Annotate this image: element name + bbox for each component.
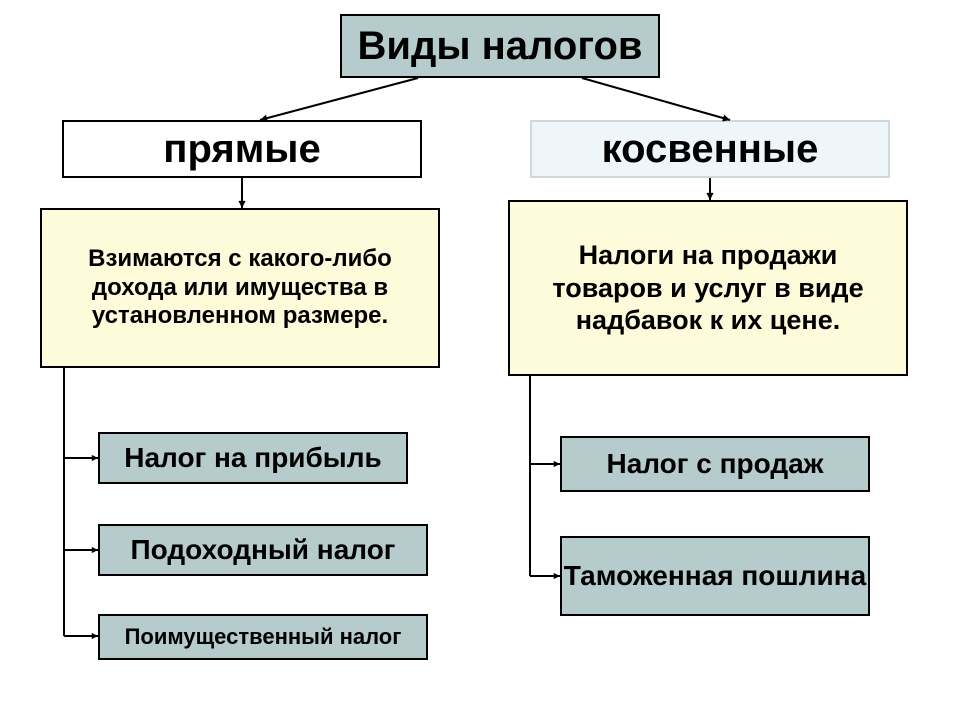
left-header-text: прямые <box>163 125 320 173</box>
right-item-0-text: Налог с продаж <box>606 447 823 481</box>
left-desc-text: Взимаются с какого-либо дохода или имуще… <box>42 237 438 339</box>
right-desc-text: Налоги на продажи товаров и услуг в виде… <box>510 231 906 344</box>
left-item-2: Поимущественный налог <box>98 614 428 660</box>
left-item-2-text: Поимущественный налог <box>125 624 402 650</box>
right-header-text: косвенные <box>602 125 819 173</box>
left-item-0: Налог на прибыль <box>98 432 408 484</box>
title-text: Виды налогов <box>357 22 642 70</box>
right-header-box: косвенные <box>530 120 890 178</box>
title-box: Виды налогов <box>340 14 660 78</box>
right-desc-box: Налоги на продажи товаров и услуг в виде… <box>508 200 908 376</box>
left-desc-box: Взимаются с какого-либо дохода или имуще… <box>40 208 440 368</box>
left-item-1: Подоходный налог <box>98 524 428 576</box>
left-item-0-text: Налог на прибыль <box>124 441 381 475</box>
right-item-1-text: Таможенная пошлина <box>564 559 866 593</box>
left-item-1-text: Подоходный налог <box>131 533 396 567</box>
right-item-1: Таможенная пошлина <box>560 536 870 616</box>
left-header-box: прямые <box>62 120 422 178</box>
right-item-0: Налог с продаж <box>560 436 870 492</box>
